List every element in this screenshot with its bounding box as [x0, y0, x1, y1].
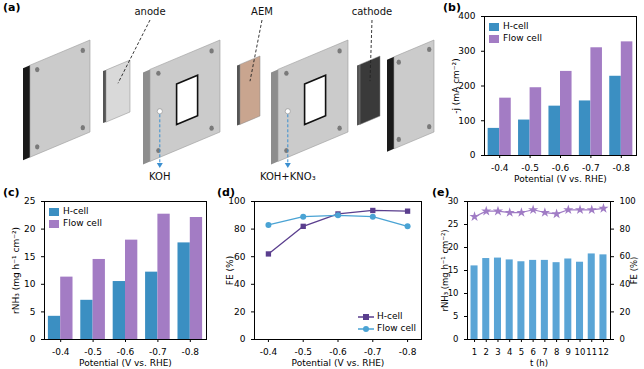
- svg-text:8: 8: [554, 347, 559, 357]
- svg-text:10: 10: [24, 279, 36, 289]
- svg-text:-0.7: -0.7: [149, 347, 167, 357]
- svg-text:100: 100: [228, 196, 246, 207]
- html-text:(e): (e): [432, 186, 450, 199]
- svg-text:-0.6: -0.6: [117, 347, 135, 357]
- svg-text:10: 10: [575, 347, 586, 357]
- svg-text:4: 4: [507, 347, 512, 357]
- svg-text:KOH+KNO₃: KOH+KNO₃: [260, 171, 316, 182]
- svg-text:5: 5: [30, 307, 36, 317]
- svg-text:-0.8: -0.8: [399, 347, 417, 357]
- svg-text:0: 0: [240, 334, 246, 344]
- svg-text:cathode: cathode: [352, 6, 393, 17]
- svg-text:anode: anode: [134, 6, 165, 17]
- svg-text:60: 60: [234, 252, 246, 262]
- svg-text:-0.5: -0.5: [521, 163, 539, 173]
- svg-text:15: 15: [24, 252, 35, 262]
- svg-text:AEM: AEM: [251, 6, 273, 17]
- svg-text:-0.6: -0.6: [329, 347, 347, 357]
- svg-text:80: 80: [620, 224, 631, 234]
- svg-text:-0.8: -0.8: [182, 347, 200, 357]
- html-text:(c): (c): [3, 186, 20, 199]
- svg-text:FE (%): FE (%): [629, 257, 639, 285]
- svg-text:6: 6: [530, 347, 535, 357]
- svg-text:FE (%): FE (%): [225, 256, 235, 285]
- svg-text:25: 25: [448, 219, 459, 229]
- svg-text:400: 400: [458, 11, 476, 22]
- svg-text:100: 100: [620, 196, 636, 206]
- html-text:H-cell: H-cell: [377, 311, 403, 321]
- svg-text:-0.5: -0.5: [294, 347, 312, 357]
- svg-text:Potential (V vs. RHE): Potential (V vs. RHE): [292, 358, 385, 368]
- svg-text:20: 20: [234, 307, 246, 317]
- html-text:H-cell: H-cell: [503, 21, 529, 31]
- svg-text:25: 25: [24, 196, 35, 206]
- svg-text:80: 80: [234, 224, 246, 234]
- html-text:(a): (a): [3, 1, 21, 14]
- svg-text:2: 2: [484, 347, 489, 357]
- svg-text:0: 0: [620, 334, 625, 344]
- svg-text:Potential (V vs. RHE): Potential (V vs. RHE): [79, 358, 172, 368]
- svg-text:100: 100: [458, 116, 475, 126]
- svg-text:30: 30: [447, 196, 459, 207]
- svg-text:40: 40: [619, 279, 631, 289]
- svg-text:0: 0: [30, 334, 36, 344]
- svg-text:40: 40: [234, 279, 246, 289]
- svg-text:rNH₃ (mg h⁻¹ cm⁻²): rNH₃ (mg h⁻¹ cm⁻²): [11, 227, 21, 314]
- svg-text:t (h): t (h): [530, 358, 548, 368]
- svg-text:-0.4: -0.4: [491, 163, 509, 173]
- svg-text:rNH₃ (mg h⁻¹ cm⁻²): rNH₃ (mg h⁻¹ cm⁻²): [440, 229, 450, 311]
- html-text:Flow cell: Flow cell: [63, 218, 102, 228]
- svg-text:20: 20: [620, 307, 631, 317]
- svg-text:15: 15: [447, 265, 459, 276]
- svg-text:1: 1: [472, 347, 477, 357]
- svg-text:5: 5: [453, 311, 458, 321]
- svg-text:0: 0: [453, 334, 458, 344]
- svg-text:12: 12: [598, 347, 609, 357]
- html-text:Flow cell: Flow cell: [503, 33, 542, 43]
- html-text:(d): (d): [217, 186, 235, 199]
- svg-text:-0.7: -0.7: [364, 347, 382, 357]
- svg-text:-0.6: -0.6: [552, 163, 570, 173]
- svg-text:KOH: KOH: [149, 171, 170, 182]
- html-text:(b): (b): [443, 1, 461, 14]
- svg-text:60: 60: [619, 251, 631, 262]
- svg-text:9: 9: [566, 347, 571, 357]
- svg-text:7: 7: [542, 347, 547, 357]
- svg-text:11: 11: [586, 347, 597, 357]
- svg-text:-0.8: -0.8: [613, 163, 631, 173]
- svg-text:20: 20: [447, 242, 459, 253]
- svg-text:3: 3: [495, 347, 500, 357]
- svg-text:-0.4: -0.4: [52, 347, 70, 357]
- svg-text:10: 10: [447, 288, 459, 299]
- html-text:H-cell: H-cell: [63, 206, 89, 216]
- svg-text:5: 5: [519, 347, 524, 357]
- svg-text:-0.7: -0.7: [582, 163, 600, 173]
- svg-text:-j (mA cm⁻²): -j (mA cm⁻²): [451, 58, 461, 114]
- html-text:Flow cell: Flow cell: [377, 323, 416, 333]
- svg-text:-0.5: -0.5: [84, 347, 102, 357]
- svg-text:0: 0: [470, 150, 476, 160]
- svg-text:-0.4: -0.4: [260, 347, 278, 357]
- svg-text:20: 20: [24, 224, 36, 234]
- svg-text:300: 300: [458, 46, 475, 56]
- svg-text:Potential (V vs. RHE): Potential (V vs. RHE): [514, 174, 607, 184]
- svg-text:200: 200: [458, 81, 475, 91]
